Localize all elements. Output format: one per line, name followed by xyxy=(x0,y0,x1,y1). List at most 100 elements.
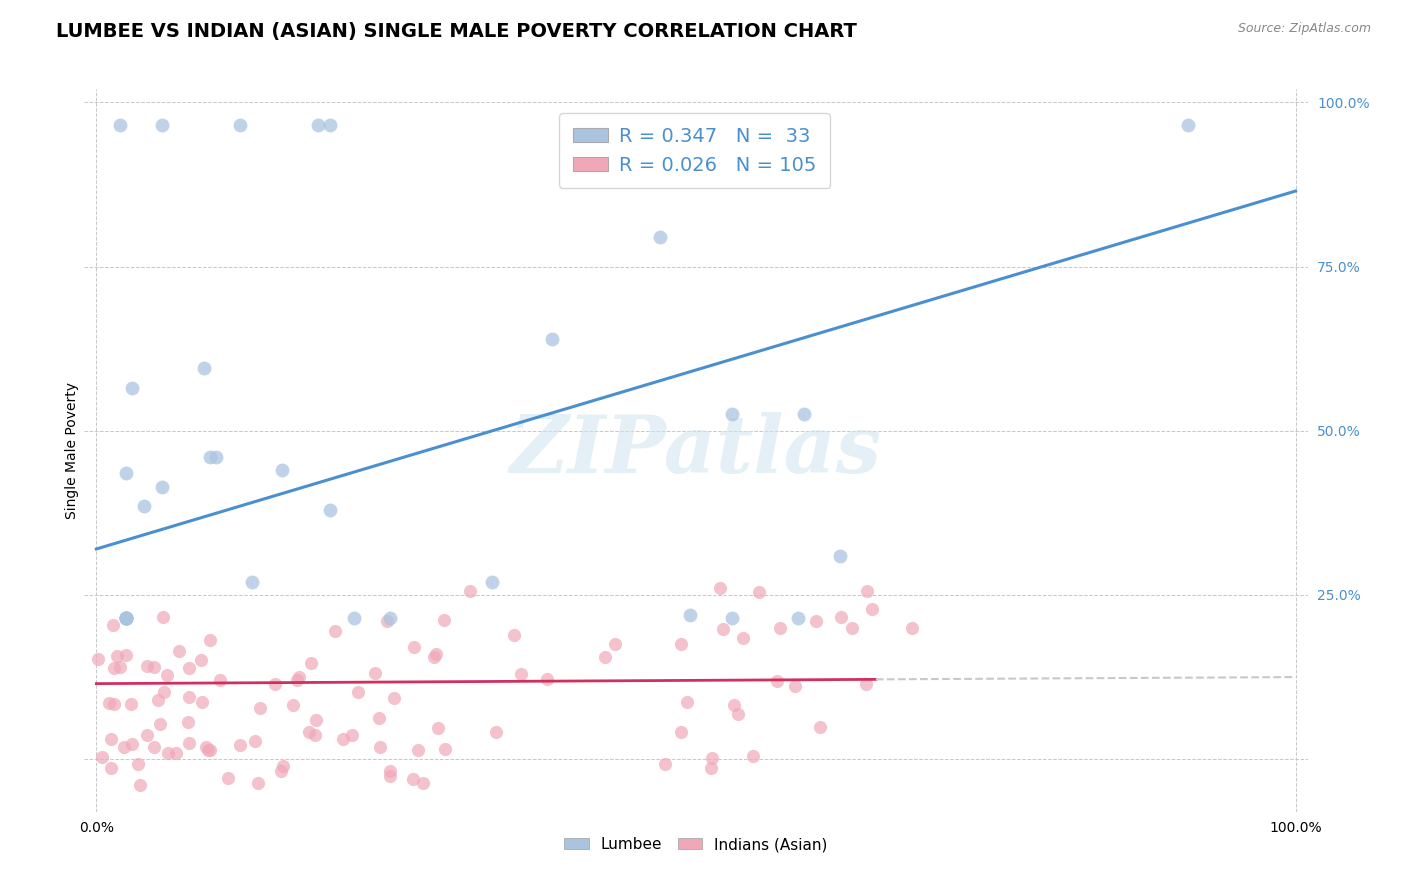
Point xyxy=(229,119,252,133)
Point xyxy=(384,690,406,705)
Point xyxy=(90,749,112,764)
Point xyxy=(380,769,402,783)
Point xyxy=(855,583,877,598)
Point xyxy=(205,450,228,464)
Point xyxy=(115,611,138,625)
Point xyxy=(146,693,169,707)
Point xyxy=(855,677,877,691)
Point xyxy=(127,756,149,771)
Point xyxy=(150,480,173,494)
Point xyxy=(243,734,266,748)
Point xyxy=(152,610,174,624)
Point xyxy=(426,721,449,735)
Point xyxy=(197,742,219,756)
Point xyxy=(305,713,328,727)
Point xyxy=(121,738,143,752)
Point xyxy=(676,695,699,709)
Point xyxy=(721,407,744,422)
Point xyxy=(240,574,263,589)
Point xyxy=(406,743,429,757)
Point xyxy=(191,695,214,709)
Point xyxy=(368,740,391,755)
Point xyxy=(121,697,143,711)
Point xyxy=(153,684,176,698)
Text: ZIPatlas: ZIPatlas xyxy=(510,412,882,489)
Point xyxy=(142,740,165,755)
Point xyxy=(733,631,755,645)
Point xyxy=(115,611,138,625)
Point xyxy=(423,649,446,664)
Point xyxy=(190,653,212,667)
Point xyxy=(108,660,131,674)
Point xyxy=(179,736,201,750)
Point xyxy=(343,611,366,625)
Point xyxy=(135,728,157,742)
Y-axis label: Single Male Poverty: Single Male Poverty xyxy=(65,382,79,519)
Point xyxy=(100,731,122,746)
Point xyxy=(135,659,157,673)
Point xyxy=(100,761,122,775)
Point xyxy=(179,661,201,675)
Point xyxy=(654,756,676,771)
Point xyxy=(741,749,763,764)
Point xyxy=(150,119,173,133)
Point xyxy=(134,500,156,514)
Point xyxy=(860,601,883,615)
Point xyxy=(281,698,304,713)
Point xyxy=(380,611,402,625)
Text: Source: ZipAtlas.com: Source: ZipAtlas.com xyxy=(1237,22,1371,36)
Point xyxy=(380,764,402,778)
Point xyxy=(509,666,531,681)
Point xyxy=(271,463,294,477)
Point xyxy=(114,648,136,663)
Point xyxy=(97,696,120,710)
Point xyxy=(288,669,311,683)
Point xyxy=(830,609,852,624)
Point xyxy=(177,690,200,704)
Point xyxy=(319,119,342,133)
Point xyxy=(200,450,222,464)
Point xyxy=(115,467,138,481)
Point xyxy=(367,711,389,725)
Point xyxy=(402,772,425,786)
Point xyxy=(101,617,124,632)
Point xyxy=(1177,119,1199,133)
Point xyxy=(103,698,125,712)
Point xyxy=(481,574,503,589)
Point xyxy=(194,740,217,755)
Point xyxy=(804,614,827,628)
Point xyxy=(115,611,138,625)
Point xyxy=(193,361,215,376)
Text: LUMBEE VS INDIAN (ASIAN) SINGLE MALE POVERTY CORRELATION CHART: LUMBEE VS INDIAN (ASIAN) SINGLE MALE POV… xyxy=(56,22,858,41)
Point xyxy=(808,720,831,734)
Point xyxy=(319,502,342,516)
Point xyxy=(340,728,363,742)
Point xyxy=(727,706,749,721)
Point xyxy=(115,611,138,625)
Point xyxy=(541,332,564,346)
Point xyxy=(375,615,398,629)
Point xyxy=(748,585,770,599)
Point xyxy=(828,549,851,563)
Point xyxy=(149,717,172,731)
Point xyxy=(648,230,671,244)
Point xyxy=(709,582,731,596)
Point xyxy=(769,621,792,635)
Point xyxy=(669,724,692,739)
Point xyxy=(603,636,626,650)
Point xyxy=(198,743,221,757)
Point xyxy=(404,640,426,654)
Legend: Lumbee, Indians (Asian): Lumbee, Indians (Asian) xyxy=(558,831,834,858)
Point xyxy=(298,725,321,739)
Point xyxy=(347,685,370,699)
Point xyxy=(105,648,128,663)
Point xyxy=(285,673,308,687)
Point xyxy=(176,715,198,730)
Point xyxy=(249,701,271,715)
Point xyxy=(711,623,734,637)
Point xyxy=(593,649,616,664)
Point xyxy=(412,776,434,790)
Point xyxy=(129,779,152,793)
Point xyxy=(208,673,231,687)
Point xyxy=(433,613,456,627)
